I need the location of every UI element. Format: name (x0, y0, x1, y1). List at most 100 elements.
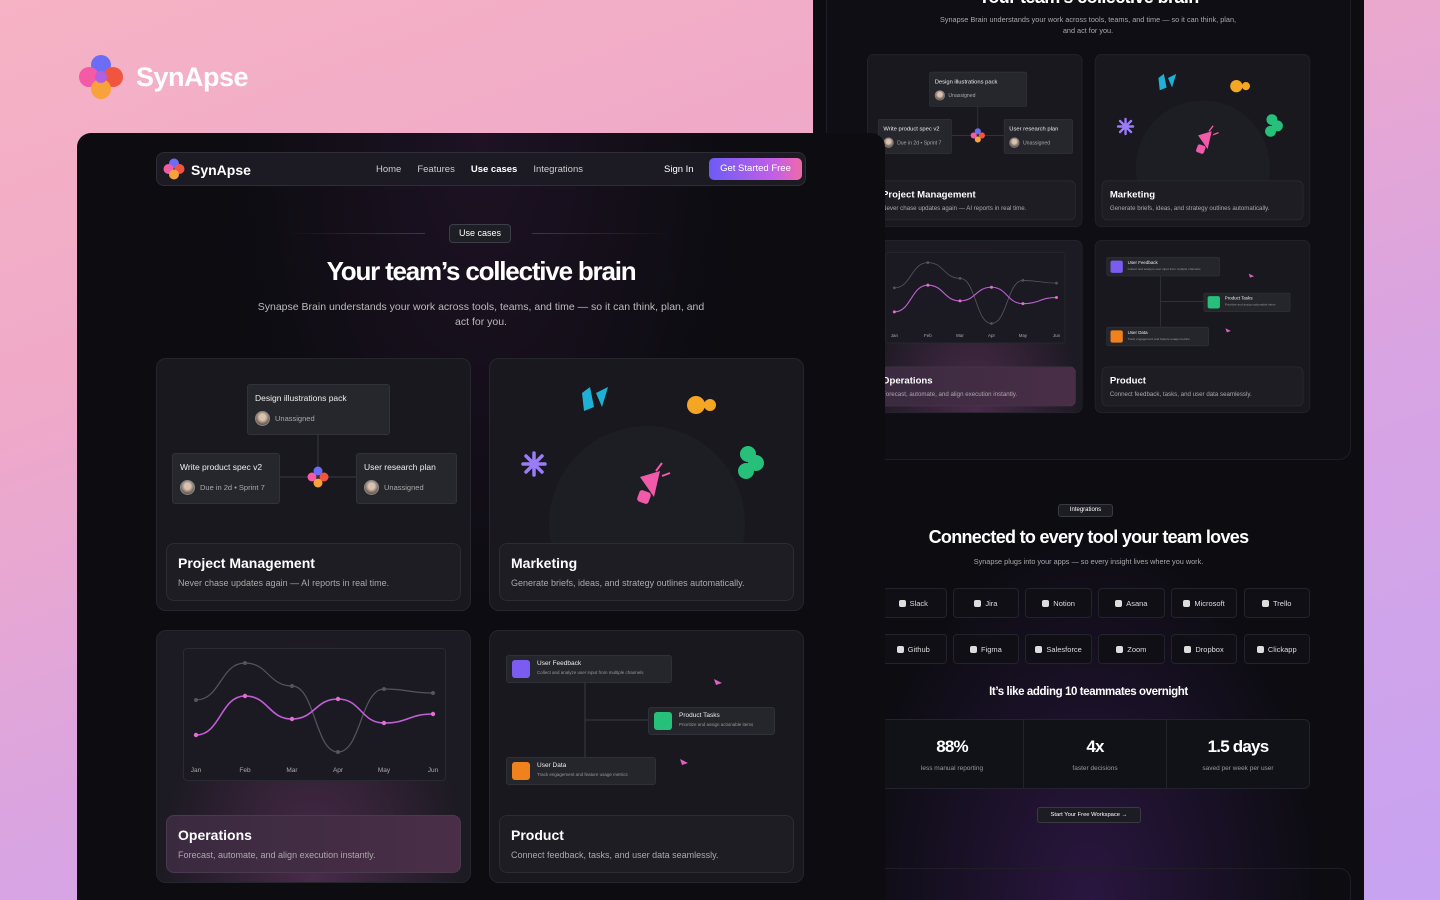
stat-label: faster decisions (1072, 765, 1118, 772)
nav-link[interactable]: Home (376, 164, 402, 175)
flow-connectors (1160, 273, 1255, 333)
flow-node: Product Tasks Prioritize and assign acti… (1203, 292, 1291, 312)
card-description: Never chase updates again — AI reports i… (882, 204, 1027, 212)
chart-box: Jan Feb Mar Apr May Jun (885, 252, 1066, 344)
tool-chip[interactable]: Slack (880, 588, 947, 618)
card-title: Marketing (1109, 188, 1156, 200)
card-title: Project Management (178, 555, 315, 571)
nav-link[interactable]: Integrations (533, 164, 583, 175)
stat: 4x faster decisions (1023, 720, 1166, 788)
use-case-card[interactable]: Jan Feb Mar Apr May Jun Operations Forecast, … (156, 630, 471, 883)
card-description: Connect feedback, tasks, and user data s… (1109, 390, 1252, 398)
integrations-title: Connected to every tool your team loves (928, 527, 1249, 547)
use-case-card[interactable]: Marketing Generate briefs, ideas, and st… (489, 358, 804, 611)
flow-icon (512, 660, 530, 678)
card-label: Marketing Generate briefs, ideas, and st… (1101, 180, 1304, 221)
task-meta: Unassigned (255, 411, 382, 426)
flow-connectors (584, 679, 722, 765)
use-case-card[interactable]: Design illustrations pack Unassigned Wri… (156, 358, 471, 611)
sign-in[interactable]: Sign In (664, 164, 694, 175)
tool-name: Dropbox (1195, 644, 1224, 654)
stat: 88% less manual reporting (881, 720, 1023, 788)
card-description: Generate briefs, ideas, and strategy out… (1109, 204, 1270, 212)
stat-label: saved per week per user (1202, 765, 1274, 772)
task-title: Design illustrations pack (934, 77, 998, 85)
tool-chip[interactable]: Figma (952, 634, 1020, 664)
tool-name: Zoom (1127, 644, 1147, 654)
hero-title: Your team’s collective brain (326, 256, 637, 286)
tool-icon (974, 599, 982, 607)
card-label: Product Connect feedback, tasks, and use… (1101, 366, 1304, 407)
chart-month: Jun (427, 767, 439, 774)
chart-month: Feb (239, 767, 251, 774)
stat-value: 4x (1086, 737, 1104, 756)
flow-node: User Data Track engagement and feature u… (1106, 326, 1209, 347)
nav-link[interactable]: Use cases (470, 164, 518, 175)
tool-icon (1116, 645, 1124, 653)
stat-label: less manual reporting (920, 765, 984, 772)
tool-chip[interactable]: Notion (1025, 588, 1092, 618)
tool-icon (898, 599, 906, 607)
tool-chip[interactable]: Zoom (1098, 634, 1165, 664)
chart-month: Feb (924, 333, 932, 339)
flow-icon (654, 712, 672, 730)
navbar: SynApse Home Features Use cases Integration… (156, 152, 806, 186)
use-case-card[interactable]: User Feedback Collect and analyze user i… (1094, 240, 1311, 414)
back-hero-subtitle: Synapse Brain understands your work acro… (939, 15, 1237, 35)
card-grid: Design illustrations pack Unassigned Wri… (156, 358, 805, 883)
task-title: User research plan (364, 462, 436, 472)
card-description: Generate briefs, ideas, and strategy out… (511, 578, 745, 588)
badge-rule (285, 233, 425, 234)
get-started-button[interactable]: Get Started Free (709, 158, 802, 180)
tool-chip[interactable]: Asana (1098, 588, 1165, 618)
tool-chip[interactable]: Microsoft (1170, 588, 1238, 618)
tool-chip[interactable]: Trello (1243, 588, 1310, 618)
connector-lines (280, 432, 356, 488)
tool-name: Github (907, 644, 930, 654)
tool-name: Salesforce (1046, 644, 1082, 654)
tool-chip[interactable]: Clickapp (1243, 634, 1310, 664)
tool-chip[interactable]: Salesforce (1025, 634, 1092, 664)
stats-heading: It’s like adding 10 teammates overnight (989, 686, 1188, 698)
workspace-cta[interactable]: Start Your Free Workspace → (1037, 807, 1141, 823)
nav-link[interactable]: Features (417, 164, 455, 175)
task-meta: Due in 2d • Sprint 7 (883, 137, 946, 148)
chart-lines (892, 261, 1058, 325)
tool-icon (1184, 645, 1192, 653)
tool-icon (1183, 599, 1191, 607)
chart-month: May (377, 767, 391, 774)
flow-title: User Feedback (537, 660, 582, 667)
use-case-card[interactable]: Design illustrations pack Unassigned Wri… (867, 54, 1083, 228)
card-label: Operations Forecast, automate, and align… (873, 366, 1076, 407)
card-description: Connect feedback, tasks, and user data s… (511, 850, 719, 860)
card-title: Product (511, 827, 564, 843)
task-meta-text: Unassigned (275, 414, 315, 423)
tool-icon (1035, 645, 1043, 653)
use-case-card[interactable]: User Feedback Collect and analyze user i… (489, 630, 804, 883)
flow-title: User Data (537, 762, 567, 769)
card-description: Forecast, automate, and align execution … (178, 850, 376, 860)
tool-chip[interactable]: Github (880, 634, 947, 664)
avatar (255, 411, 270, 426)
flow-description: Track engagement and feature usage metri… (537, 772, 628, 777)
tool-icon (970, 645, 978, 653)
card-title: Product (1109, 374, 1146, 386)
tool-chip[interactable]: Dropbox (1170, 634, 1238, 664)
chart-month: Apr (988, 333, 995, 339)
workspace-cta-label: Start Your Free Workspace (1050, 812, 1121, 818)
use-case-card[interactable]: Jan Feb Mar Apr May Jun Operations Forecast, … (867, 240, 1083, 414)
tool-chip[interactable]: Jira (952, 588, 1020, 618)
flow-description: Prioritize and assign actionable items (1224, 302, 1276, 307)
task-meta-text: Unassigned (948, 92, 976, 99)
task-card: Write product spec v2 Due in 2d • Sprint… (172, 453, 280, 504)
card-label: Project Management Never chase updates a… (166, 543, 461, 601)
tool-icon (1042, 599, 1050, 607)
use-case-card[interactable]: Marketing Generate briefs, ideas, and st… (1094, 54, 1311, 228)
flow-description: Track engagement and feature usage metri… (1127, 337, 1190, 341)
task-card: Write product spec v2 Due in 2d • Sprint… (877, 118, 952, 154)
task-card: User research plan Unassigned (1003, 118, 1073, 154)
nav-logo (163, 158, 185, 180)
card-title: Operations (882, 374, 933, 386)
chart-month: Mar (956, 333, 964, 339)
